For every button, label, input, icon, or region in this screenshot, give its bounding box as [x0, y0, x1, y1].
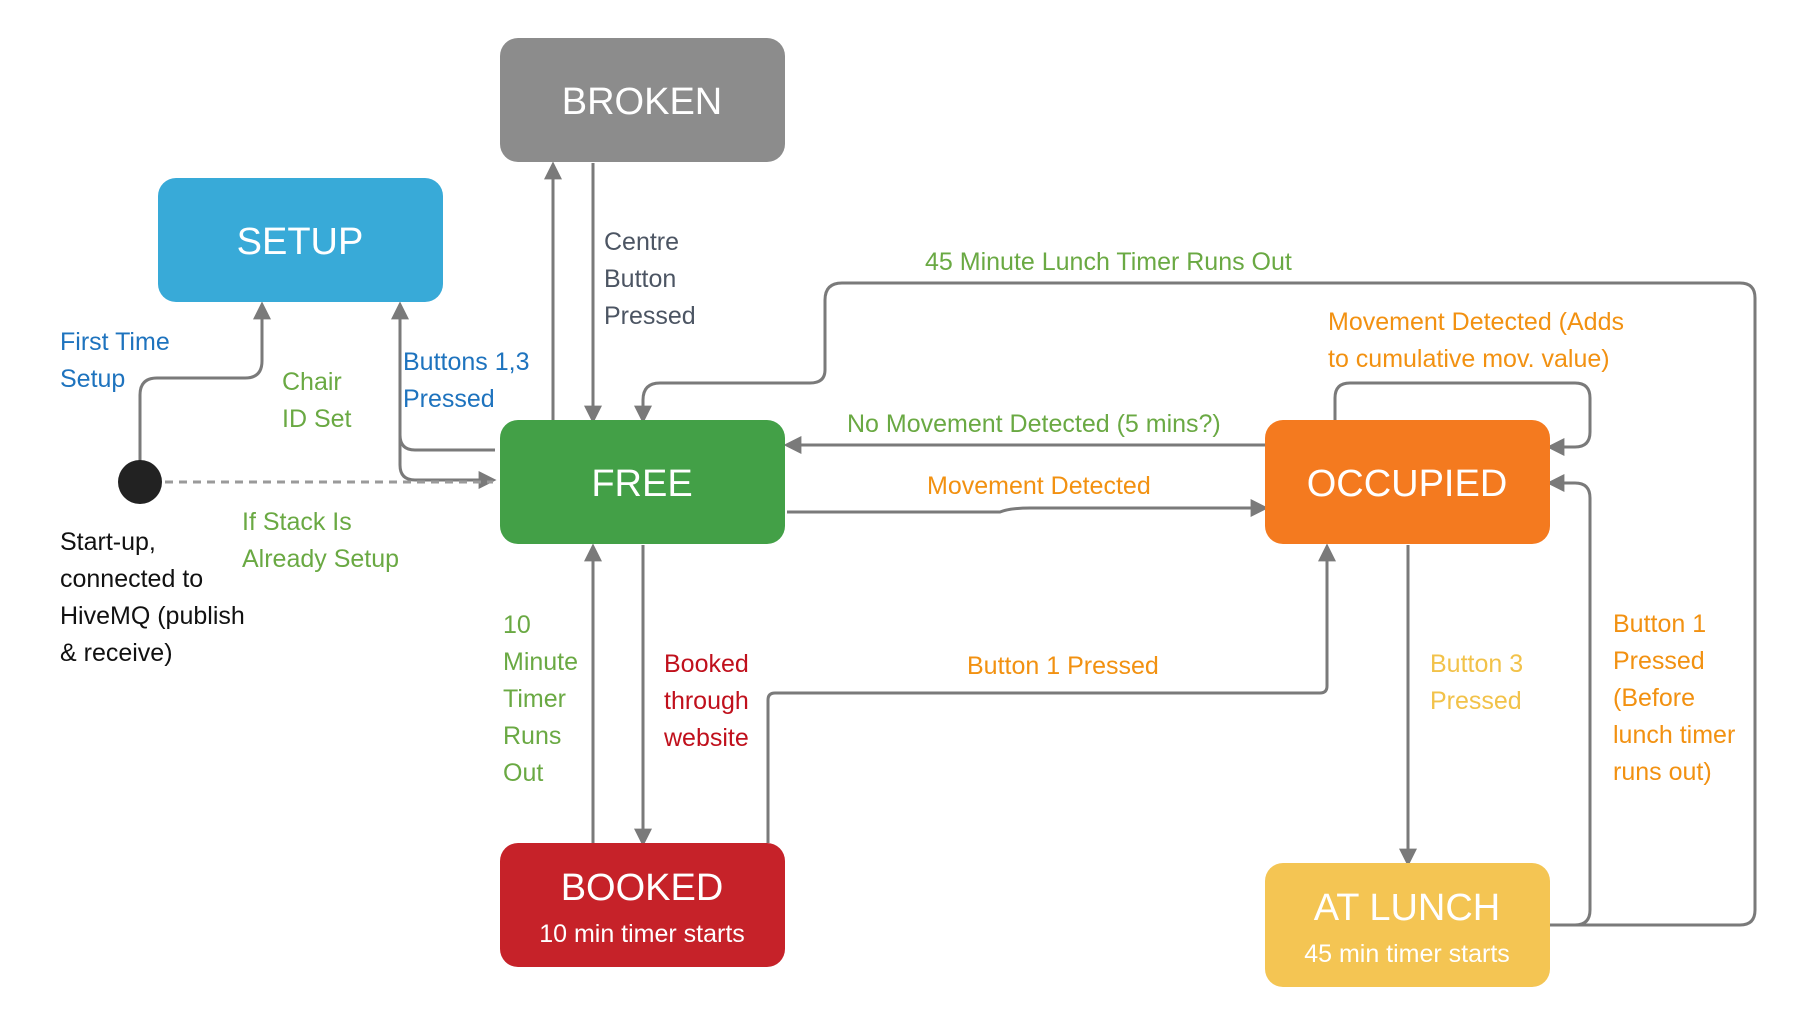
edge-lunch-to-occupied — [1546, 474, 1592, 927]
state-booked[interactable]: BOOKED 10 min timer starts — [500, 843, 785, 967]
label-line: ID Set — [282, 405, 352, 433]
label-line: & receive) — [60, 639, 173, 667]
label-line: Out — [503, 759, 543, 787]
label-line: Minute — [503, 648, 578, 676]
state-free-title: FREE — [591, 463, 692, 505]
state-occupied[interactable]: OCCUPIED — [1265, 420, 1550, 544]
edge-free-to-setup — [391, 301, 495, 452]
state-broken[interactable]: BROKEN — [500, 38, 785, 162]
label-line: Button — [604, 265, 676, 293]
label-centre-button-pressed: Centre Button Pressed — [604, 228, 696, 330]
label-ten-minute-timer-runs-out: 10 Minute Timer Runs Out — [503, 611, 578, 787]
start-node-label: Start-up, connected to HiveMQ (publish & re… — [60, 528, 245, 667]
state-free[interactable]: FREE — [500, 420, 785, 544]
label-line: Setup — [60, 365, 125, 393]
label-line: Button 1 Pressed — [967, 652, 1159, 680]
label-lunch-timer-runs-out: 45 Minute Lunch Timer Runs Out — [925, 248, 1292, 276]
state-booked-title: BOOKED — [561, 867, 724, 909]
edge-start-to-setup — [138, 301, 271, 465]
label-line: connected to — [60, 565, 203, 593]
label-movement-detected-cumulative: Movement Detected (Adds to cumulative mov… — [1328, 308, 1624, 373]
state-booked-subtitle: 10 min timer starts — [539, 920, 745, 948]
state-at-lunch-title: AT LUNCH — [1314, 887, 1501, 929]
start-node-dot — [118, 460, 162, 504]
label-line: Movement Detected (Adds — [1328, 308, 1624, 336]
label-line: No Movement Detected (5 mins?) — [847, 410, 1221, 438]
state-setup[interactable]: SETUP — [158, 178, 443, 302]
label-line: Runs — [503, 722, 561, 750]
label-button-1-pressed: Button 1 Pressed — [967, 652, 1159, 680]
label-line: 45 Minute Lunch Timer Runs Out — [925, 248, 1292, 276]
transition-edges — [138, 161, 1757, 927]
state-occupied-title: OCCUPIED — [1307, 463, 1508, 505]
label-line: Chair — [282, 368, 342, 396]
label-if-stack-already-setup: If Stack Is Already Setup — [242, 508, 399, 573]
label-booked-through-website: Booked through website — [663, 650, 749, 752]
label-line: lunch timer — [1613, 721, 1735, 749]
label-line: HiveMQ (publish — [60, 602, 245, 630]
label-line: 10 — [503, 611, 531, 639]
state-setup-title: SETUP — [237, 221, 364, 263]
state-broken-title: BROKEN — [562, 81, 722, 123]
label-line: Booked — [664, 650, 749, 678]
state-at-lunch[interactable]: AT LUNCH 45 min timer starts — [1265, 863, 1550, 987]
edge-free-to-occupied — [787, 499, 1269, 517]
state-at-lunch-subtitle: 45 min timer starts — [1304, 940, 1510, 968]
label-line: Start-up, — [60, 528, 156, 556]
label-line: Movement Detected — [927, 472, 1151, 500]
label-button-3-pressed: Button 3 Pressed — [1430, 650, 1523, 715]
label-line: Pressed — [403, 385, 495, 413]
label-line: Button 3 — [1430, 650, 1523, 678]
label-button-1-before-lunch: Button 1 Pressed (Before lunch timer runs ou… — [1613, 610, 1735, 786]
label-line: First Time — [60, 328, 170, 356]
label-line: Timer — [503, 685, 566, 713]
label-line: runs out) — [1613, 758, 1712, 786]
label-first-time-setup: First Time Setup — [60, 328, 170, 393]
label-line: If Stack Is — [242, 508, 352, 536]
label-line: (Before — [1613, 684, 1695, 712]
edge-setup-to-free — [398, 435, 497, 489]
edge-lunch-to-free — [634, 281, 1757, 927]
label-line: through — [664, 687, 749, 715]
label-line: Button 1 — [1613, 610, 1706, 638]
label-line: Already Setup — [242, 545, 399, 573]
label-line: website — [663, 724, 749, 752]
label-buttons-1-3-pressed: Buttons 1,3 Pressed — [403, 348, 529, 413]
label-no-movement-detected: No Movement Detected (5 mins?) — [847, 410, 1221, 438]
label-line: Buttons 1,3 — [403, 348, 529, 376]
label-movement-detected: Movement Detected — [927, 472, 1151, 500]
label-line: to cumulative mov. value) — [1328, 345, 1610, 373]
label-line: Centre — [604, 228, 679, 256]
label-chair-id-set: Chair ID Set — [282, 368, 352, 433]
label-line: Pressed — [1430, 687, 1522, 715]
label-line: Pressed — [1613, 647, 1705, 675]
label-line: Pressed — [604, 302, 696, 330]
edge-booked-to-occupied — [766, 543, 1336, 843]
edge-occupied-self-loop — [1333, 381, 1592, 456]
